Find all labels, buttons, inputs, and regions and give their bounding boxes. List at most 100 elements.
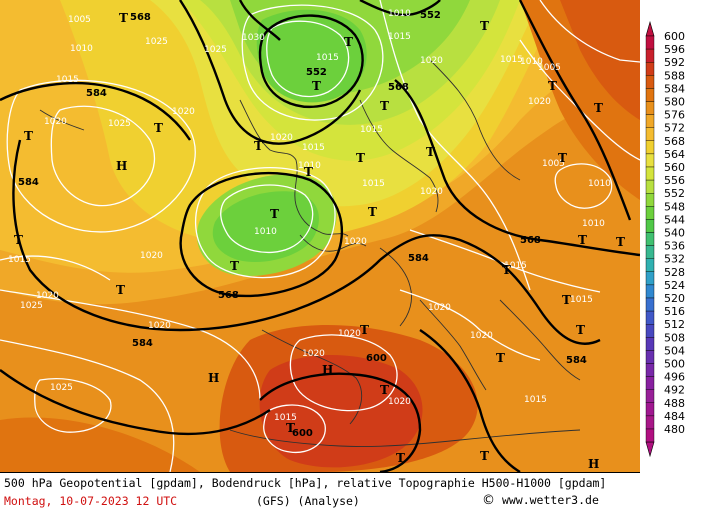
pressure-label: 1020 — [528, 97, 551, 107]
pressure-label: 1015 — [570, 295, 593, 305]
coastline-france — [379, 247, 412, 327]
pressure-label: 1020 — [388, 397, 411, 407]
legend-swatch — [645, 271, 655, 286]
isobar-west — [0, 255, 111, 281]
legend-label: 540 — [664, 227, 685, 240]
legend-swatch — [645, 35, 655, 50]
pressure-label: 1015 — [302, 143, 325, 153]
legend-label: 596 — [664, 43, 685, 56]
legend-swatch — [645, 428, 655, 443]
contour-600 — [259, 372, 422, 472]
credit-link[interactable]: www.wetter3.de — [501, 493, 599, 507]
legend-label: 532 — [664, 253, 685, 266]
pressure-label: 1020 — [302, 349, 325, 359]
low-marker: T — [380, 383, 389, 397]
geopotential-label: 552 — [420, 10, 441, 21]
pressure-label: 1020 — [140, 251, 163, 261]
low-marker: T — [24, 129, 33, 143]
geopotential-label: 584 — [132, 338, 153, 349]
pressure-label: 1015 — [388, 32, 411, 42]
low-marker: T — [594, 101, 603, 115]
coastline-scandinavia — [359, 99, 439, 213]
legend-swatch — [645, 127, 655, 141]
legend-swatch — [645, 140, 655, 155]
legend-label: 480 — [664, 423, 685, 436]
low-marker: T — [616, 235, 625, 249]
low-marker: T — [562, 293, 571, 307]
legend-swatch — [645, 324, 655, 338]
isobar-h3 — [34, 378, 112, 433]
geopotential-label: 600 — [292, 428, 313, 439]
geopotential-label: 584 — [408, 253, 429, 264]
pressure-label: 1015 — [56, 75, 79, 85]
pressure-label: 1010 — [298, 161, 321, 171]
geopotential-label: 568 — [388, 82, 409, 93]
pressure-label: 1005 — [542, 159, 565, 169]
pressure-label: 1010 — [70, 44, 93, 54]
high-marker: H — [208, 371, 219, 385]
low-marker: T — [360, 323, 369, 337]
low-marker: T — [480, 19, 489, 33]
pressure-label: 1010 — [520, 57, 543, 67]
pressure-label: 1020 — [470, 331, 493, 341]
legend-label: 552 — [664, 187, 685, 200]
legend-label: 556 — [664, 174, 685, 187]
legend-swatch — [645, 179, 655, 194]
pressure-labels: 1005 1010 1015 1020 1025 1030 1025 1015 … — [8, 9, 611, 423]
coastline-uk — [239, 99, 349, 237]
legend-label: 504 — [664, 344, 685, 357]
geopotential-label: 552 — [306, 67, 327, 78]
legend-swatch — [645, 415, 655, 430]
coastline-finland — [429, 59, 521, 181]
pressure-label: 1015 — [274, 413, 297, 423]
low-marker: T — [230, 259, 239, 273]
legend-label: 536 — [664, 240, 685, 253]
credit[interactable]: © www.wetter3.de — [482, 493, 599, 508]
geopotential-contours — [0, 0, 640, 472]
legend-swatch — [645, 376, 655, 390]
contour-584-main — [12, 139, 601, 345]
contour-552-north — [258, 14, 364, 108]
coastline-iceland — [39, 109, 85, 131]
low-marker: T — [396, 451, 405, 465]
pressure-systems: T T T T T T T T T T T T T T T T T T T T … — [14, 11, 625, 471]
pressure-label: 1025 — [204, 45, 227, 55]
pressure-label: 1020 — [420, 187, 443, 197]
pressure-label: 1010 — [588, 179, 611, 189]
pressure-label: 1020 — [428, 303, 451, 313]
legend-label: 524 — [664, 279, 685, 292]
high-marker: H — [322, 363, 333, 377]
low-marker: T — [576, 323, 585, 337]
pressure-label: 1005 — [68, 15, 91, 25]
low-marker: T — [480, 449, 489, 463]
pressure-label: 1025 — [108, 119, 131, 129]
low-marker: T — [426, 145, 435, 159]
low-marker: T — [286, 421, 295, 435]
pressure-label: 1015 — [500, 55, 523, 65]
pressure-label: 1020 — [344, 237, 367, 247]
field-548-north — [256, 9, 367, 103]
legend-label: 580 — [664, 96, 685, 109]
coastlines — [39, 59, 581, 447]
legend-swatch — [645, 75, 655, 89]
legend-swatch — [645, 206, 655, 220]
geopotential-label: 584 — [566, 355, 587, 366]
isobar-low2 — [241, 4, 384, 121]
coastline-balkans — [499, 299, 581, 381]
pressure-label: 1015 — [362, 179, 385, 189]
legend-swatch — [645, 232, 655, 246]
low-marker: T — [380, 99, 389, 113]
pressure-label: 1025 — [50, 383, 73, 393]
isobar-low4 — [194, 167, 336, 279]
pressure-label: 1025 — [20, 301, 43, 311]
legend-swatch — [645, 166, 655, 181]
legend-swatch — [645, 48, 655, 63]
legend-swatch — [645, 101, 655, 115]
legend-label: 520 — [664, 292, 685, 305]
legend-label: 576 — [664, 109, 685, 122]
legend-label: 572 — [664, 122, 685, 135]
geopotential-label: 584 — [86, 88, 107, 99]
isobar-ridge — [379, 0, 531, 291]
low-marker: T — [14, 233, 23, 247]
legend-swatch — [645, 363, 655, 377]
